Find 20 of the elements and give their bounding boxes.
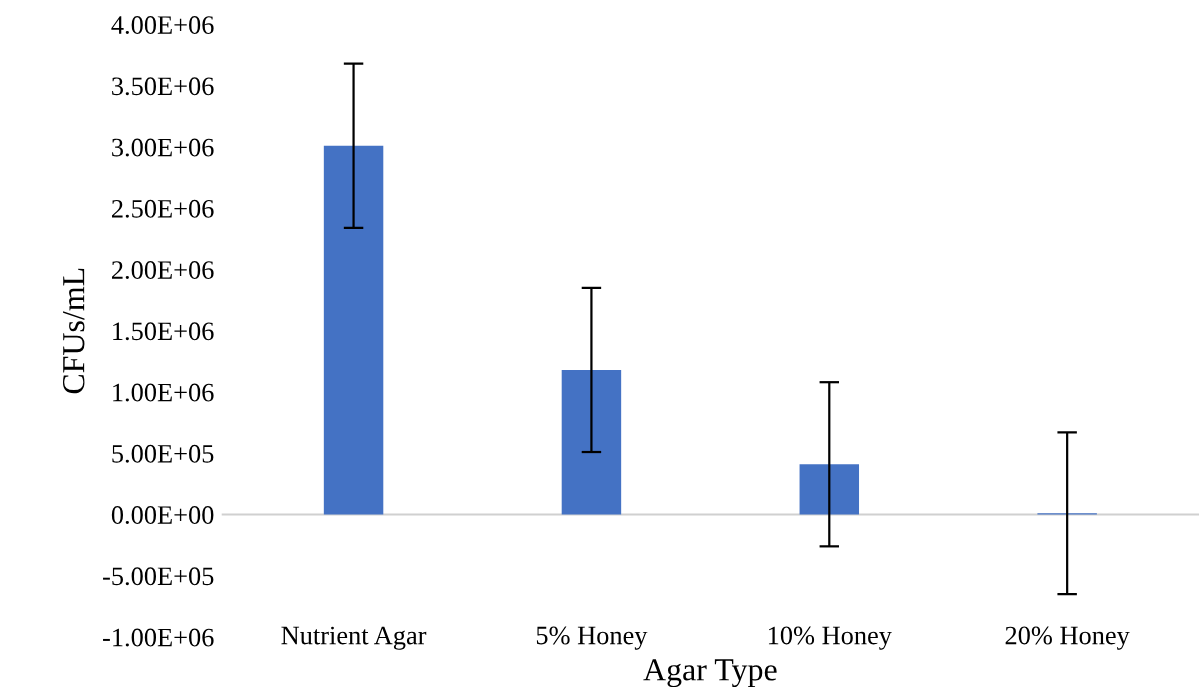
y-tick-label: 2.00E+06: [112, 261, 214, 280]
x-tick-label: 20% Honey: [1005, 626, 1130, 650]
bar: [561, 369, 622, 515]
y-tick-label: 1.00E+06: [113, 383, 214, 402]
x-axis-title: Agar Type: [643, 659, 777, 688]
y-tick-label: 3.00E+06: [112, 138, 214, 157]
y-tick-label: 5.00E+05: [112, 444, 214, 463]
y-tick-label: -5.00E+05: [103, 567, 214, 586]
y-tick-label: -1.00E+06: [103, 628, 214, 647]
y-tick-label: 0.00E+00: [111, 506, 214, 525]
y-tick-label: 4.00E+06: [111, 16, 214, 35]
x-tick-label: 5% Honey: [536, 626, 648, 650]
y-axis-title: CFUs/mL: [62, 268, 85, 394]
x-tick-label: 10% Honey: [768, 626, 892, 650]
y-tick-label: 2.50E+06: [112, 199, 214, 218]
y-tick-label: 1.50E+06: [113, 322, 214, 341]
bar: [799, 464, 860, 515]
x-tick-label: Nutrient Agar: [281, 626, 427, 650]
bar: [323, 145, 384, 515]
y-tick-label: 3.50E+06: [112, 77, 214, 96]
